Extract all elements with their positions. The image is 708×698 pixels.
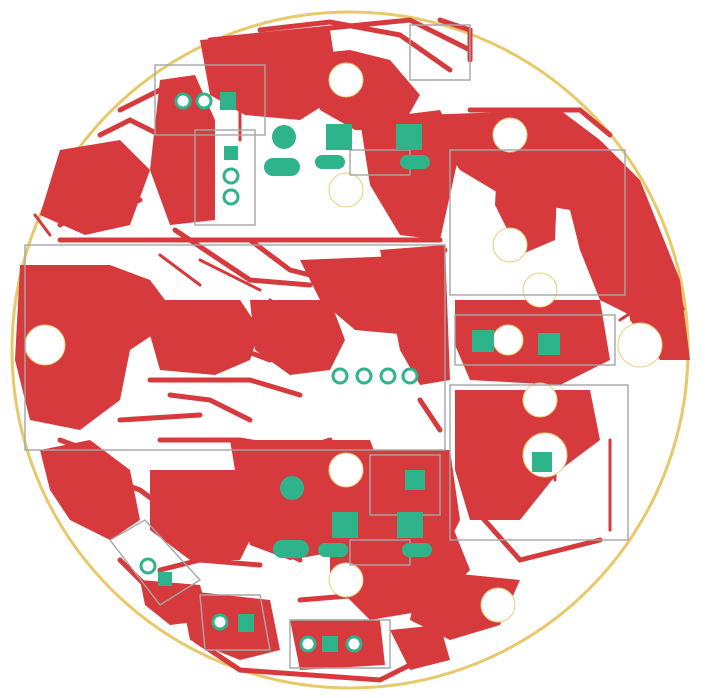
mounting-holes (24, 62, 663, 623)
pads (139, 92, 560, 653)
copper-pour (15, 30, 690, 670)
